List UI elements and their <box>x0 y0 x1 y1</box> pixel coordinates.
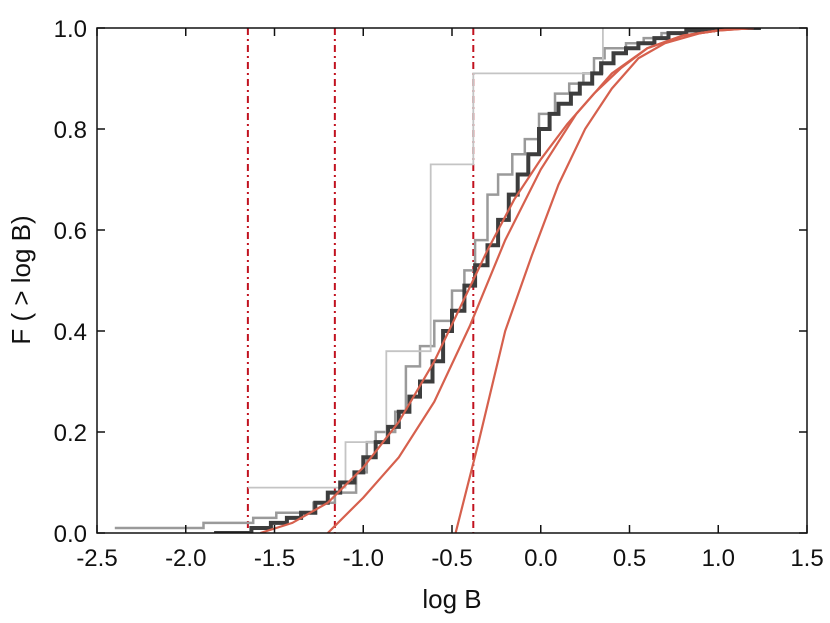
x-tick-label: 0.0 <box>524 545 557 572</box>
x-tick-label: -1.0 <box>343 545 384 572</box>
y-axis-title: F ( > log B) <box>6 215 36 344</box>
model-curve-5 <box>327 28 754 533</box>
x-tick-label: -1.5 <box>254 545 295 572</box>
x-tick-label: 1.5 <box>790 545 823 572</box>
x-tick-label: -0.5 <box>431 545 472 572</box>
x-axis-title: log B <box>422 584 481 614</box>
x-tick-label: -2.0 <box>165 545 206 572</box>
y-tick-label: 0.6 <box>54 218 87 245</box>
y-tick-label: 0.4 <box>54 319 87 346</box>
y-tick-label: 0.2 <box>54 420 87 447</box>
axis-ticks-layer: -2.5 -2.0 -1.5 -1.0 -0.5 0.0 0.5 1.0 1.5 0.0 0.2 0.… <box>54 16 824 572</box>
x-tick-label: -2.5 <box>76 545 117 572</box>
x-tick-label: 0.5 <box>613 545 646 572</box>
data-series-layer <box>114 28 761 533</box>
x-tick-label: 1.0 <box>702 545 735 572</box>
step-curve-3 <box>214 28 761 533</box>
y-tick-label: 1.0 <box>54 16 87 43</box>
y-tick-label: 0.8 <box>54 117 87 144</box>
step-curve-2 <box>247 28 604 489</box>
plot-area-frame <box>96 27 808 534</box>
model-curve-6 <box>454 28 737 533</box>
y-tick-label: 0.0 <box>54 521 87 548</box>
step-curve-1 <box>114 28 758 530</box>
